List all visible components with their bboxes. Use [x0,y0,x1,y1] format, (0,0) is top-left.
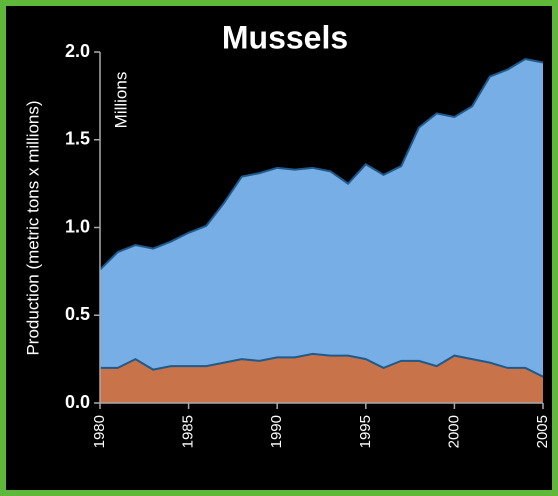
x-tick-label: 1985 [180,415,197,448]
area-fill [100,59,543,377]
annotation: Millions [111,72,130,129]
x-tick-label: 2000 [445,415,462,448]
y-axis-label: Production (metric tons x millions) [23,100,42,355]
x-tick-label: 1990 [268,415,285,448]
y-tick-label: 2.0 [65,41,90,61]
y-tick-label: 0.5 [65,304,90,324]
x-tick-label: 1980 [91,415,108,448]
area-line [100,352,544,378]
x-tick-label: 2005 [534,415,551,448]
y-tick-label: 1.0 [65,216,90,236]
x-tick-label: 1995 [357,415,374,448]
area-line [99,57,544,271]
y-tick-label: 1.5 [65,129,90,149]
chart-title: Mussels [222,19,348,55]
y-tick-label: 0.0 [65,392,90,412]
